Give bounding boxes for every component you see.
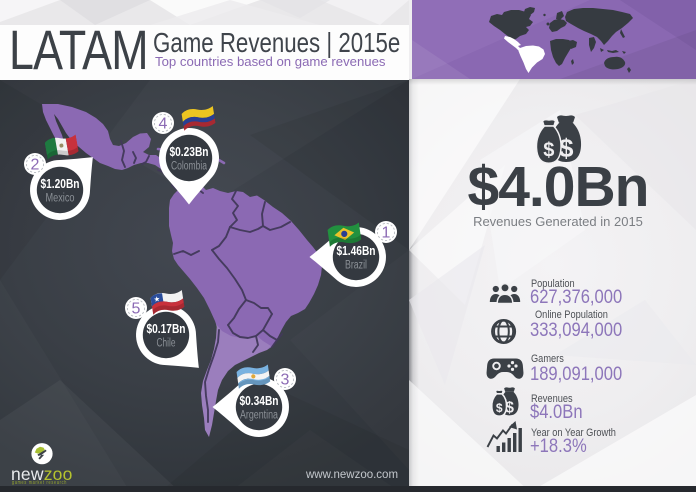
svg-text:$: $ bbox=[543, 140, 554, 162]
svg-text:2: 2 bbox=[31, 157, 40, 174]
svg-text:Mexico: Mexico bbox=[46, 193, 75, 205]
svg-text:$0.17Bn: $0.17Bn bbox=[147, 322, 186, 336]
svg-text:5: 5 bbox=[132, 301, 141, 318]
svg-text:$: $ bbox=[505, 399, 514, 416]
svg-text:Brazil: Brazil bbox=[345, 260, 367, 272]
svg-text:3: 3 bbox=[281, 372, 290, 389]
svg-text:$: $ bbox=[496, 401, 503, 415]
svg-text:$1.46Bn: $1.46Bn bbox=[337, 244, 376, 258]
svg-text:Colombia: Colombia bbox=[171, 161, 207, 173]
svg-text:4: 4 bbox=[159, 116, 168, 133]
svg-text:Chile: Chile bbox=[157, 338, 176, 350]
svg-text:$: $ bbox=[559, 133, 574, 163]
svg-text:1: 1 bbox=[382, 225, 391, 242]
svg-text:$0.23Bn: $0.23Bn bbox=[170, 145, 209, 159]
svg-text:$1.20Bn: $1.20Bn bbox=[41, 177, 80, 191]
svg-text:$0.34Bn: $0.34Bn bbox=[240, 394, 279, 408]
svg-text:Argentina: Argentina bbox=[240, 410, 278, 422]
